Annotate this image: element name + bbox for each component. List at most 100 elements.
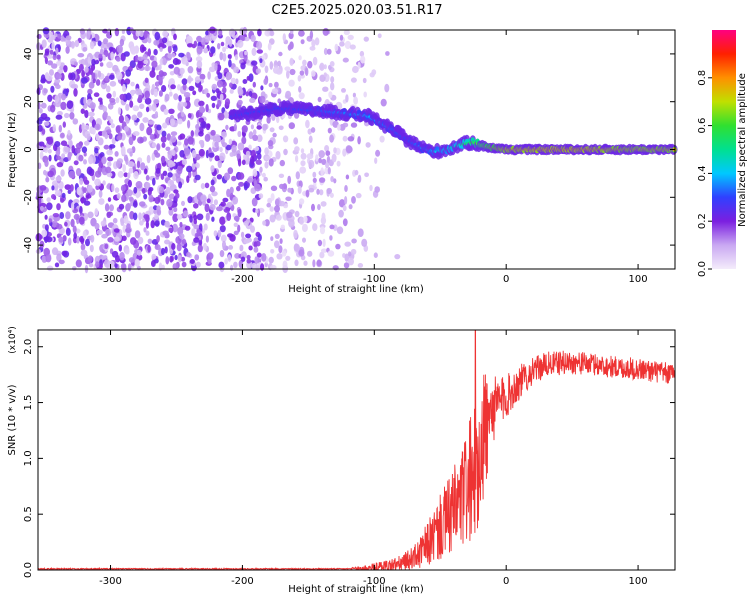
spectrogram-cell — [54, 141, 61, 147]
spectrogram-cell — [274, 233, 280, 239]
spectrogram-cell — [130, 237, 137, 245]
spectrogram-cell — [97, 70, 102, 78]
spectrogram-cell — [245, 218, 251, 224]
spectrogram-cell — [281, 250, 287, 257]
spectrogram-cell — [175, 192, 180, 199]
spectrogram-cell — [145, 182, 151, 189]
spectrogram-cell — [136, 249, 142, 256]
spectrogram-cell — [134, 230, 141, 239]
spectrogram-cell — [305, 67, 309, 76]
spectrogram-cell — [329, 224, 335, 230]
spectrogram-cell — [149, 70, 156, 78]
spectrogram-cell — [167, 150, 173, 160]
spectrogram-cell — [198, 139, 205, 145]
spectrogram-cell — [228, 59, 232, 68]
spectrogram-cell — [233, 66, 240, 74]
spectrogram-cell — [132, 200, 138, 208]
spectrogram-cell — [160, 198, 165, 206]
spectrogram-cell — [175, 59, 181, 65]
spectrogram-cell — [215, 135, 221, 142]
spectrogram-cell — [58, 236, 64, 243]
spectrogram-cell — [298, 198, 305, 205]
spectrogram-cell — [43, 88, 48, 94]
spectrogram-cell — [176, 243, 182, 252]
spectrogram-cell — [293, 137, 299, 145]
spectrogram-cell — [251, 197, 258, 207]
spectrogram-cell — [111, 250, 119, 258]
spectrogram-cell — [130, 46, 137, 55]
spectrogram-cell — [168, 108, 175, 115]
spectrogram-cell — [264, 29, 272, 37]
spectrogram-cell — [319, 251, 325, 259]
spectrogram-cell — [351, 238, 357, 244]
spectrogram-cell — [172, 45, 178, 53]
spectrogram-cell — [127, 179, 132, 188]
spectrogram-cell — [151, 253, 157, 260]
spectrogram-cell — [84, 109, 89, 119]
spectrogram-cell — [333, 147, 337, 154]
spectrogram-cell — [56, 203, 61, 211]
spectrogram-cell — [103, 38, 109, 44]
spectrogram-cell — [288, 79, 295, 87]
spectrogram-cell — [61, 192, 66, 199]
spectrogram-cell — [359, 50, 365, 57]
spectrogram-cell — [364, 172, 369, 178]
spectrogram-cell — [298, 55, 302, 61]
spectrogram-cell — [322, 238, 326, 248]
spectrogram-cell — [145, 106, 150, 113]
spectrogram-cell — [191, 228, 196, 237]
spectrogram-cell — [101, 156, 107, 165]
spectrogram-cell — [147, 120, 155, 125]
spectrogram-cell — [106, 211, 112, 218]
snr-y-tick-label: 0.5 — [23, 506, 34, 522]
spectrogram-cell — [49, 49, 54, 55]
spectrogram-cell — [68, 170, 76, 179]
spectrogram-cell — [133, 171, 139, 180]
spectrogram-cell — [322, 86, 329, 92]
spectrogram-cell — [154, 220, 160, 227]
spectrogram-cell — [373, 252, 378, 258]
spectrogram-cell — [216, 64, 222, 72]
spectrogram-cell — [71, 145, 75, 154]
spectrogram-cell — [205, 212, 210, 221]
spectrogram-cell — [171, 149, 176, 157]
spectrogram-x-tick-label: -200 — [231, 274, 254, 285]
spectrogram-cell — [264, 65, 269, 74]
spectrogram-cell — [303, 215, 308, 223]
spectrogram-cell — [227, 254, 232, 262]
spectrogram-cell — [123, 215, 129, 224]
spectrogram-cell — [87, 88, 93, 95]
spectrogram-cell — [156, 235, 160, 243]
spectrogram-cell — [222, 240, 226, 250]
spectrogram-cell — [198, 131, 204, 137]
spectrogram-cell — [241, 159, 246, 166]
spectrogram-cell — [219, 51, 224, 61]
snr-x-tick-label: -300 — [99, 576, 122, 587]
spectrogram-cell — [44, 214, 48, 220]
spectrogram-cell — [87, 56, 91, 64]
spectrogram-cell — [212, 135, 216, 142]
spectrogram-cell — [40, 102, 47, 109]
colorbar-label: Normalized spectral amplitude — [737, 73, 748, 227]
spectrogram-cell — [163, 108, 169, 115]
spectrogram-cell — [128, 196, 134, 202]
spectrogram-cell — [159, 46, 163, 52]
spectrogram-cell — [374, 186, 381, 193]
spectrogram-cell — [120, 263, 127, 270]
spectrogram-cell — [69, 111, 75, 120]
spectrogram-cell — [308, 187, 315, 193]
spectrogram-cell — [327, 167, 331, 175]
spectrogram-cell — [156, 124, 162, 131]
spectrogram-cell — [206, 252, 214, 260]
spectrogram-cell — [315, 154, 319, 162]
spectrogram-cell — [360, 55, 366, 64]
spectrogram-cell — [286, 211, 293, 218]
spectrogram-cell — [41, 255, 47, 263]
spectrogram-cell — [222, 86, 227, 94]
spectrogram-cell — [213, 199, 218, 206]
spectrogram-cell — [332, 265, 339, 271]
spectrogram-cell — [172, 263, 179, 270]
spectrogram-cell — [48, 154, 52, 162]
spectrogram-cell — [255, 146, 260, 152]
